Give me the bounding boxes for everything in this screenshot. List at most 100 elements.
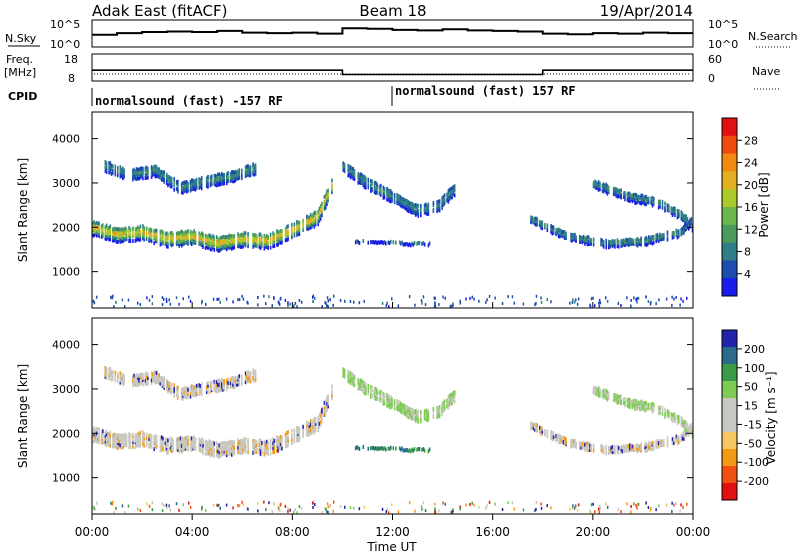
data-cell [371, 187, 373, 191]
data-cell [202, 443, 204, 448]
data-cell [685, 426, 688, 431]
data-cell [153, 378, 155, 383]
data-cell [205, 448, 208, 453]
data-cell [556, 434, 559, 439]
data-cell [433, 304, 436, 308]
data-cell [145, 173, 148, 178]
data-cell [287, 232, 289, 237]
data-cell [252, 376, 254, 380]
data-cell [626, 403, 629, 408]
data-cell [134, 174, 137, 179]
data-cell [102, 232, 104, 236]
data-cell [535, 294, 538, 298]
data-cell [448, 187, 451, 192]
data-cell [640, 407, 642, 412]
data-cell [236, 376, 238, 381]
data-cell [486, 298, 488, 302]
data-cell [444, 502, 446, 506]
data-cell [115, 231, 118, 236]
data-cell [357, 172, 359, 177]
data-cell [154, 234, 157, 239]
data-cell [209, 181, 212, 186]
data-cell [655, 302, 657, 306]
data-cell [154, 380, 157, 385]
colorbar-swatch [722, 153, 737, 172]
data-cell [212, 243, 214, 248]
data-cell [403, 198, 406, 203]
data-cell [122, 233, 124, 237]
data-cell [142, 170, 144, 174]
data-cell [160, 435, 163, 440]
data-cell [589, 303, 591, 307]
data-cell [185, 186, 188, 191]
data-cell [113, 444, 115, 449]
data-cell [312, 219, 314, 224]
data-cell [263, 445, 266, 450]
data-cell [144, 166, 147, 171]
data-cell [416, 447, 418, 452]
data-cell [198, 383, 200, 388]
data-cell [415, 418, 417, 423]
data-cell [253, 370, 256, 375]
data-cell [137, 438, 139, 443]
data-cell [631, 402, 634, 407]
data-cell [120, 380, 123, 384]
data-cell [232, 447, 234, 452]
data-cell [162, 436, 164, 441]
data-cell [169, 182, 172, 187]
data-cell [287, 224, 289, 229]
data-cell [97, 221, 99, 226]
data-cell [586, 242, 589, 247]
data-cell [385, 447, 387, 452]
data-cell [180, 449, 183, 454]
data-cell [417, 419, 420, 424]
data-cell [544, 223, 546, 227]
data-cell [378, 396, 381, 401]
data-cell [231, 170, 233, 175]
data-cell [138, 382, 140, 387]
data-cell [223, 384, 226, 389]
data-cell [396, 195, 398, 200]
data-cell [237, 382, 239, 387]
data-cell [656, 439, 659, 443]
data-cell [610, 446, 612, 451]
data-cell [150, 374, 153, 379]
data-cell [97, 427, 99, 432]
data-cell [204, 245, 207, 250]
data-cell [209, 178, 212, 182]
data-cell [616, 394, 619, 399]
data-cell [102, 223, 104, 228]
data-cell [297, 224, 299, 229]
data-cell [679, 303, 681, 307]
data-cell [244, 242, 247, 246]
data-cell [264, 244, 267, 249]
data-cell [236, 379, 238, 384]
data-cell [636, 443, 639, 447]
data-cell [637, 197, 640, 202]
data-cell [246, 370, 248, 375]
data-cell [351, 172, 353, 177]
data-cell [257, 509, 259, 513]
data-cell [326, 296, 329, 300]
data-cell [253, 439, 256, 443]
data-cell [267, 235, 269, 240]
data-cell [646, 402, 649, 407]
data-cell [198, 391, 200, 396]
data-cell [645, 501, 647, 505]
data-cell [579, 440, 581, 445]
data-cell [309, 431, 312, 436]
data-cell [182, 297, 184, 301]
data-cell [614, 242, 616, 247]
data-cell [324, 399, 327, 404]
data-cell [149, 433, 152, 438]
data-cell [372, 239, 375, 244]
data-cell [676, 229, 679, 234]
data-cell [159, 435, 162, 440]
data-cell [209, 381, 212, 386]
data-cell [226, 172, 228, 177]
data-cell [218, 237, 221, 242]
data-cell [412, 408, 415, 413]
data-cell [241, 379, 243, 384]
data-cell [175, 296, 178, 300]
data-cell [231, 449, 233, 454]
